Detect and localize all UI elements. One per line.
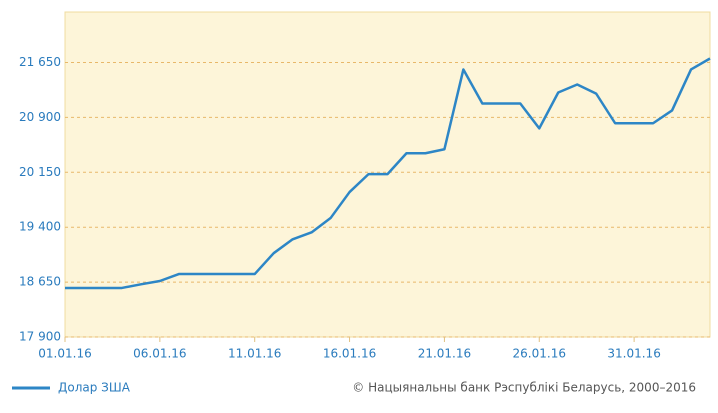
y-tick-label: 20 150	[19, 165, 61, 179]
y-tick-label: 17 900	[19, 330, 61, 344]
x-tick-label: 31.01.16	[607, 347, 660, 361]
x-tick-label: 06.01.16	[133, 347, 186, 361]
line	[65, 57, 711, 290]
y-tick-label: 21 650	[19, 55, 61, 69]
x-tick-label: 11.01.16	[228, 347, 281, 361]
x-tick-label: 21.01.16	[418, 347, 471, 361]
legend-label: Долар ЗША	[58, 381, 131, 395]
y-tick-label: 18 650	[19, 275, 61, 289]
x-tick-label: 01.01.16	[38, 347, 91, 361]
x-tick-label: 26.01.16	[513, 347, 566, 361]
x-tick-label: 16.01.16	[323, 347, 376, 361]
y-tick-label: 20 900	[19, 110, 61, 124]
y-tick-label: 19 400	[19, 220, 61, 234]
credit: © Нацыянальны банк Рэспублікі Беларусь, …	[352, 381, 696, 395]
